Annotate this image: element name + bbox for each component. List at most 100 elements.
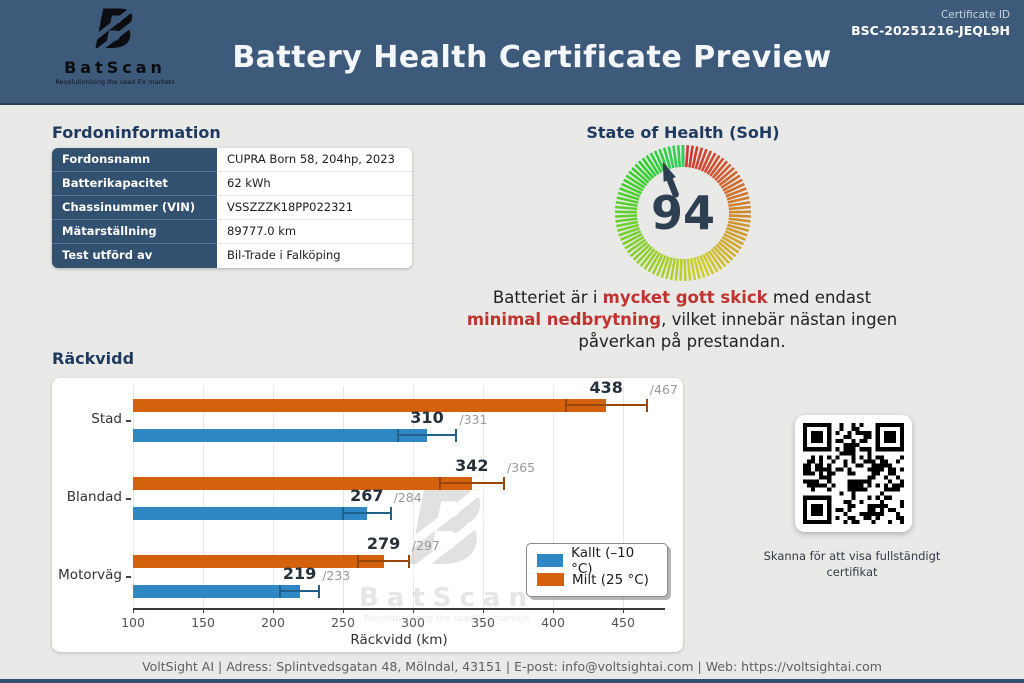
y-tick [126,576,131,578]
range-bar [133,584,300,598]
error-bar-cap [564,398,567,412]
logo-name: BatScan [64,58,166,77]
gridline [273,386,274,608]
x-axis-title: Räckvidd (km) [350,632,448,648]
bar-upper-label: /331 [459,411,488,427]
table-row: Batterikapacitet 62 kWh [52,172,412,196]
category-label: Blandad [66,489,122,505]
gridline [553,386,554,608]
error-bar-cap [396,428,399,442]
x-tick [203,609,205,613]
x-tick-label: 350 [471,615,495,630]
gridline [133,386,134,608]
soh-value: 94 [651,186,715,240]
logo-tagline: Revolutionizing the used EV markets [55,78,175,86]
qr-card [795,415,912,532]
table-row: Test utförd av Bil-Trade i Falköping [52,244,412,268]
error-bar-cap [318,584,321,598]
error-bar [358,560,409,562]
table-row: Mätarställning 89777.0 km [52,220,412,244]
error-bar-cap [357,554,360,568]
row-value: CUPRA Born 58, 204hp, 2023 [217,148,412,172]
bar-upper-label: /233 [322,567,351,583]
table-row: Chassinummer (VIN) VSSZZZK18PP022321 [52,196,412,220]
x-tick [623,609,625,613]
qr-caption: Skanna för att visa fullständigt certifi… [763,549,941,580]
legend-label: Milt (25 °C) [572,571,649,588]
certificate-id-block: Certificate ID BSC-20251216-JEQL9H [851,9,1010,38]
vehicle-info-heading: Fordoninformation [52,123,221,142]
x-tick [553,609,555,613]
gridline [203,386,204,608]
gauge-needle-icon [662,161,679,198]
batscan-logo-icon: B [55,0,175,60]
x-tick [273,609,275,613]
bar-upper-label: /284 [393,489,422,505]
chart-legend: Kallt (–10 °C) Milt (25 °C) [526,543,668,597]
range-bar [133,506,367,520]
certificate-id-label: Certificate ID [940,9,1010,21]
row-value: 89777.0 km [217,220,412,244]
row-value: 62 kWh [217,172,412,196]
table-row: Fordonsnamn CUPRA Born 58, 204hp, 2023 [52,148,412,172]
x-tick-label: 100 [121,615,145,630]
error-bar-cap [455,428,458,442]
row-value: Bil-Trade i Falköping [217,244,412,268]
row-label: Fordonsnamn [52,148,217,172]
batscan-logo: B BatScan Revolutionizing the used EV ma… [55,0,175,86]
error-bar [397,434,457,436]
soh-gauge: 94 [614,145,752,282]
error-bar [280,590,320,592]
error-bar-cap [389,506,392,520]
x-axis-line [133,608,665,610]
soh-description: Batteriet är i mycket gott skick med end… [466,288,898,351]
x-tick [483,609,485,613]
x-tick [133,609,135,613]
gridline [483,386,484,608]
bar-value-label: 267 [350,485,384,505]
legend-item: Milt (25 °C) [537,570,657,589]
x-tick-label: 150 [191,615,215,630]
error-bar [565,404,647,406]
row-value: VSSZZZK18PP022321 [217,196,412,220]
gridline [623,386,624,608]
bar-upper-label: /467 [649,381,678,397]
y-tick [126,498,131,500]
certificate-id-value: BSC-20251216-JEQL9H [851,23,1010,38]
legend-item: Kallt (–10 °C) [537,545,657,577]
soh-heading: State of Health (SoH) [586,123,780,142]
bar-upper-label: /297 [411,537,440,553]
gridline [413,386,414,608]
y-tick [126,420,131,422]
error-bar-cap [279,584,281,598]
bar-value-label: 342 [455,455,489,475]
error-bar-cap [645,398,648,412]
error-bar-cap [438,476,441,490]
range-bar [133,554,384,568]
vehicle-info-table: Fordonsnamn CUPRA Born 58, 204hp, 2023 Bat… [52,148,412,268]
error-bar [343,512,391,514]
gridline [343,386,344,608]
range-chart-heading: Räckvidd [52,349,135,368]
range-bar [133,476,472,490]
qr-code-icon [803,423,904,524]
error-bar-cap [407,554,410,568]
row-label: Chassinummer (VIN) [52,196,217,220]
row-label: Test utförd av [52,244,217,268]
x-tick-label: 300 [401,615,425,630]
x-tick-label: 250 [331,615,355,630]
range-bar [133,398,607,412]
footer-accent-bar [0,679,1024,683]
x-tick-label: 450 [611,615,635,630]
legend-swatch [537,573,564,586]
error-bar [439,482,504,484]
page-title: Battery Health Certificate Preview [232,40,832,75]
range-bar [133,428,427,442]
header-banner: B BatScan Revolutionizing the used EV ma… [0,0,1024,105]
bar-upper-label: /365 [507,459,536,475]
row-label: Mätarställning [52,220,217,244]
legend-swatch [537,554,564,567]
x-tick [413,609,415,613]
category-label: Motorväg [58,567,122,583]
x-tick-label: 200 [261,615,285,630]
